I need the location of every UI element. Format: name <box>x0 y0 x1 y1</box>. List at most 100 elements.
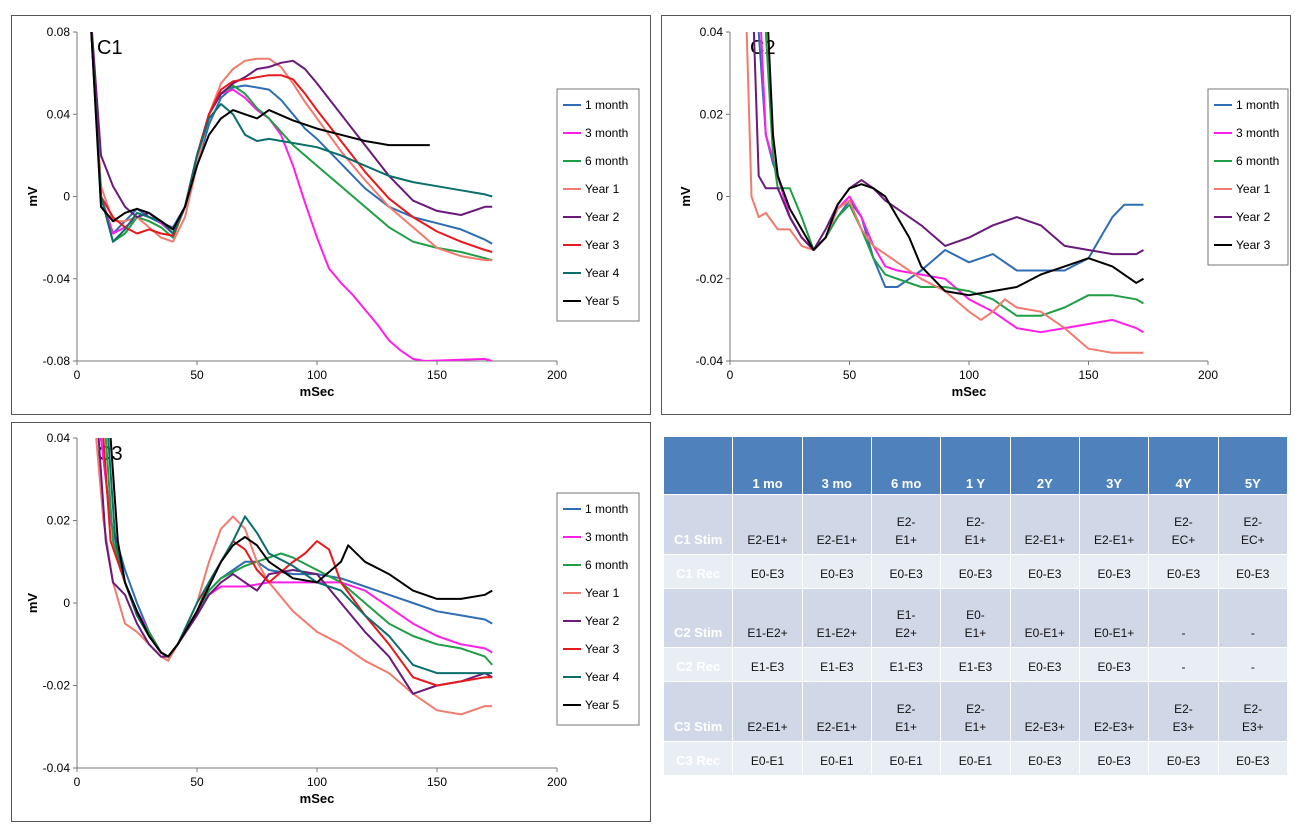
legend-label: Year 5 <box>585 698 620 712</box>
legend: 1 month 3 month 6 month Year 1 Year 2 Year 3 Y… <box>556 88 640 322</box>
table-row-header: C1 Rec <box>662 553 734 589</box>
legend-label: 6 month <box>585 558 628 572</box>
legend: 1 month 3 month 6 month Year 1 Year 2 Year 3 <box>1207 88 1289 266</box>
series-line-year-3 <box>90 32 493 253</box>
table-header-cell: 5Y <box>1217 436 1289 495</box>
legend-label: 1 month <box>1236 98 1279 112</box>
table-cell: E0-E3 <box>1078 553 1150 589</box>
table-row: C3 Rec E0-E1 E0-E1 E0-E1 E0-E1 E0-E3 E0-E3 E0-E… <box>662 740 1289 777</box>
x-tick-label: 100 <box>307 368 327 382</box>
x-tick-label: 200 <box>547 368 567 382</box>
chart-c1: 0.080.040-0.04-0.080 50 100 150 200mSecmVC11… <box>25 25 640 399</box>
x-tick-label: 200 <box>547 775 567 789</box>
table-cell: E0-E1+ <box>1009 587 1080 649</box>
table-cell: - <box>1148 587 1219 649</box>
legend-label: Year 4 <box>585 670 620 684</box>
table-cell: E0-E3 <box>1078 740 1150 777</box>
series-line-year-2 <box>97 438 493 695</box>
x-axis-label: mSec <box>300 791 335 806</box>
x-tick-label: 100 <box>959 368 979 382</box>
table-cell: E1-E3 <box>870 647 942 683</box>
table-header-cell: 3Y <box>1078 436 1150 495</box>
table-row: C2 Stim E1-E2+ E1-E2+ E1- E2+ E0- E1+ E0-E1+ E0-… <box>662 587 1289 649</box>
table-cell: E0-E3 <box>1078 647 1150 683</box>
table-cell: E2-E3+ <box>1009 681 1080 742</box>
series-line-3-month <box>760 32 1144 334</box>
table-cell: E0-E3 <box>1009 647 1080 683</box>
table-cell: E2-E1+ <box>1009 494 1080 555</box>
y-tick-label: -0.08 <box>43 354 71 368</box>
legend-label: Year 2 <box>585 210 620 224</box>
y-tick-label: 0.02 <box>700 107 724 121</box>
legend-label: Year 3 <box>585 642 620 656</box>
table-cell: E0-E1+ <box>940 587 1011 649</box>
y-tick-label: 0 <box>63 190 70 204</box>
chart-panel-c1: 0.08 0.04 0 -0.04 -0.08 0 50 100 150 200 mSec mV C1 1… <box>11 15 651 415</box>
table-cell: E0-E3 <box>1148 553 1219 589</box>
series-line-year-3 <box>767 32 1144 297</box>
legend-label: 3 month <box>585 126 628 140</box>
table-row-header: C2 Stim <box>662 587 734 649</box>
legend-label: 6 month <box>585 154 628 168</box>
legend-label: Year 1 <box>585 586 620 600</box>
table-cell: E1-E3 <box>732 647 803 683</box>
y-tick-label: -0.02 <box>696 272 724 286</box>
table-cell: E0-E1 <box>940 740 1011 777</box>
table-cell: E2-E3+ <box>1148 681 1219 742</box>
y-tick-label: -0.04 <box>43 761 71 775</box>
legend-label: Year 3 <box>585 238 620 252</box>
table-cell: E2-E1+ <box>801 681 872 742</box>
series-lines <box>745 32 1144 354</box>
table-cell: E0-E3 <box>732 553 803 589</box>
chart-panel-c2: 0.04 0.02 0 -0.02 -0.04 0 50 100 150 200 mSec mV C2 1… <box>661 15 1291 415</box>
legend-box <box>556 88 640 322</box>
series-line-year-1 <box>90 32 493 262</box>
y-tick-label: 0.04 <box>700 25 724 39</box>
legend-label: Year 1 <box>585 182 620 196</box>
x-tick-label: 0 <box>727 368 734 382</box>
y-tick-label: -0.04 <box>696 354 724 368</box>
table-cell: E2-E1+ <box>801 494 872 555</box>
table-cell: E0-E3 <box>1009 740 1080 777</box>
table-row: C1 Stim E2-E1+ E2-E1+ E2- E1+ E2- E1+ E2-E1+ E2-… <box>662 494 1289 555</box>
table-row: C2 Rec E1-E3 E1-E3 E1-E3 E1-E3 E0-E3 E0-E3- - <box>662 647 1289 683</box>
series-line-year-2 <box>752 32 1144 256</box>
table-cell: E1-E3 <box>801 647 872 683</box>
series-lines <box>90 32 493 361</box>
table-cell: E2- EC+ <box>1217 494 1289 555</box>
legend-label: Year 2 <box>1236 210 1271 224</box>
table-cell: - <box>1217 647 1289 683</box>
table-header-cell: 2Y <box>1009 436 1080 495</box>
legend-label: 3 month <box>585 530 628 544</box>
table-cell: E2-E1+ <box>870 494 942 555</box>
table-header-cell: 3 mo <box>801 436 872 495</box>
y-tick-label: 0 <box>716 190 723 204</box>
series-line-3-month <box>100 438 493 658</box>
table-cell: E0-E3 <box>801 553 872 589</box>
table-cell: E1-E3 <box>940 647 1011 683</box>
table-cell: E2-E3+ <box>1217 681 1289 742</box>
table-row-header: C2 Rec <box>662 647 734 683</box>
table-cell: E0-E3 <box>1009 553 1080 589</box>
panel-label: C1 <box>97 37 123 59</box>
table-cell: E0-E1 <box>801 740 872 777</box>
table-cell: E0-E3 <box>870 553 942 589</box>
series-line-year-5 <box>90 32 430 231</box>
x-tick-label: 200 <box>1198 368 1218 382</box>
series-line-year-2 <box>90 32 493 231</box>
table-cell: E1-E2+ <box>732 587 803 649</box>
y-tick-label: 0.04 <box>47 431 71 445</box>
table-row: C3 Stim E2-E1+ E2-E1+ E2- E1+ E2- E1+ E2-E3+ E2-… <box>662 681 1289 742</box>
legend-label: 6 month <box>1236 154 1279 168</box>
table-cell: E2-E1+ <box>940 494 1011 555</box>
legend: 1 month 3 month 6 month Year 1 Year 2 Year 3 Y… <box>556 492 640 726</box>
legend-label: Year 1 <box>1236 182 1271 196</box>
table-row-header: C3 Rec <box>662 740 734 777</box>
series-lines <box>95 438 493 716</box>
chart-c2: 0.040.020-0.02-0.040 50 100 150 200mSecmVC21… <box>678 25 1289 399</box>
table-header-cell: 4Y <box>1148 436 1219 495</box>
chart-panel-c3: 0.04 0.02 0 -0.02 -0.04 0 50 100 150 200 mSec mV C3 1… <box>11 422 651 822</box>
series-line-1-month <box>100 438 493 658</box>
series-line-year-3 <box>102 438 493 687</box>
table-cell: E1-E2+ <box>870 587 942 649</box>
